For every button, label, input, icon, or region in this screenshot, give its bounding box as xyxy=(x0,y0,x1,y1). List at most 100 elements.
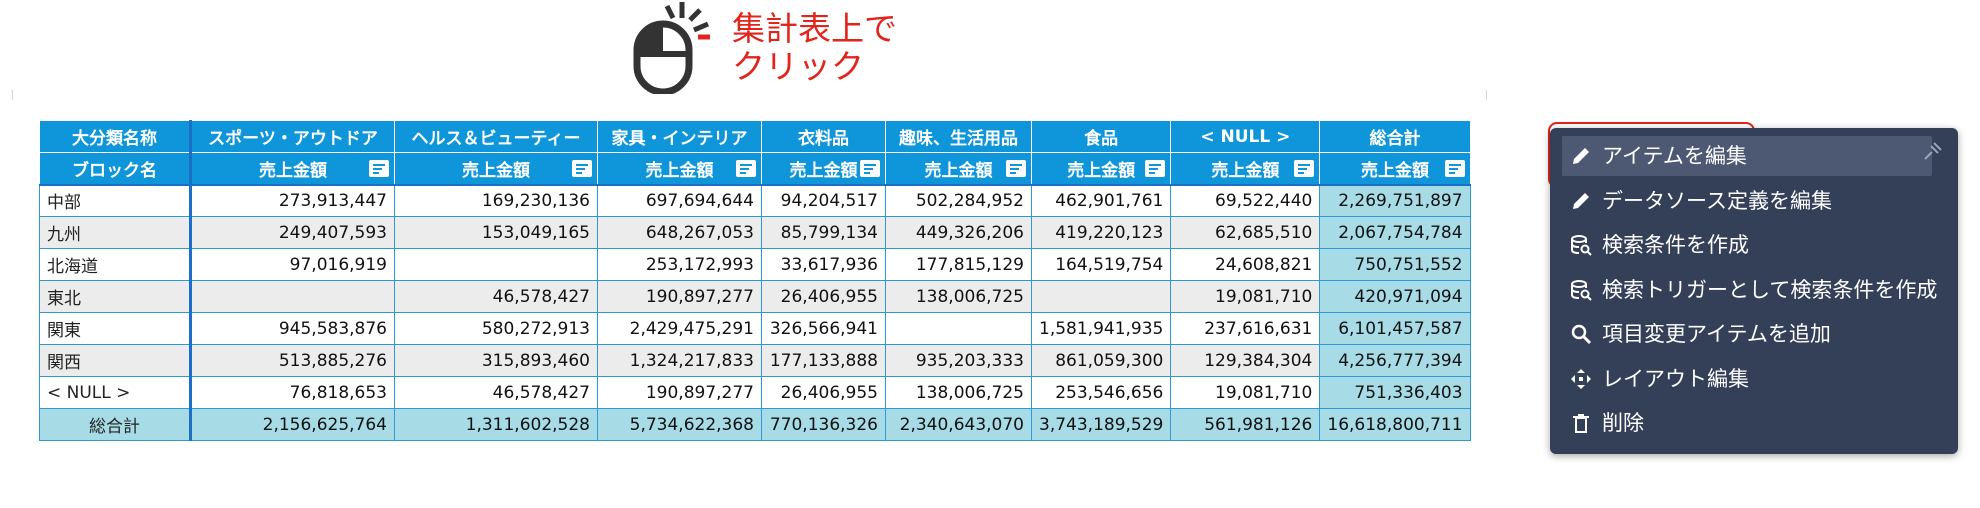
value-cell[interactable]: 153,049,165 xyxy=(394,216,598,249)
value-cell[interactable]: 253,546,656 xyxy=(1030,376,1172,409)
column-header[interactable]: 食品 xyxy=(1030,120,1172,153)
value-cell[interactable]: 502,284,952 xyxy=(885,184,1032,217)
menu-item[interactable]: アイテムを編集 xyxy=(1562,136,1932,176)
total-cell[interactable]: 16,618,800,711 xyxy=(1319,408,1471,441)
table-row[interactable]: 関東 945,583,876 580,272,913 2,429,475,291 326… xyxy=(39,312,1471,345)
measure-header[interactable]: 売上金額 xyxy=(761,152,886,186)
sort-icon[interactable] xyxy=(860,159,880,177)
value-cell[interactable]: 97,016,919 xyxy=(190,248,395,281)
value-cell[interactable]: 326,566,941 xyxy=(761,312,886,345)
value-cell[interactable]: 46,578,427 xyxy=(394,280,598,313)
value-cell[interactable]: 33,617,936 xyxy=(761,248,886,281)
value-cell[interactable]: 945,583,876 xyxy=(190,312,395,345)
measure-header[interactable]: 売上金額 xyxy=(394,152,598,186)
sort-icon[interactable] xyxy=(1444,159,1465,177)
value-cell[interactable]: 697,694,644 xyxy=(597,184,762,217)
value-cell[interactable]: 419,220,123 xyxy=(1030,216,1172,249)
value-cell[interactable]: 138,006,725 xyxy=(885,280,1032,313)
row-label[interactable]: 東北 xyxy=(39,280,192,313)
value-cell[interactable]: 2,429,475,291 xyxy=(597,312,762,345)
total-cell[interactable]: 6,101,457,587 xyxy=(1319,312,1471,345)
sort-icon[interactable] xyxy=(369,159,389,177)
value-cell[interactable]: 237,616,631 xyxy=(1170,312,1321,345)
value-cell[interactable]: 1,311,602,528 xyxy=(394,408,598,441)
sort-icon[interactable] xyxy=(736,159,756,177)
column-header[interactable]: 家具・インテリア xyxy=(597,120,762,153)
value-cell[interactable]: 935,203,333 xyxy=(885,344,1032,377)
row-label[interactable]: 九州 xyxy=(39,216,192,249)
value-cell[interactable]: 129,384,304 xyxy=(1170,344,1321,377)
value-cell[interactable]: 561,981,126 xyxy=(1170,408,1321,441)
measure-header[interactable]: 売上金額 xyxy=(1170,152,1321,186)
row-label[interactable]: 関西 xyxy=(39,344,192,377)
value-cell[interactable]: 3,743,189,529 xyxy=(1030,408,1172,441)
value-cell[interactable]: 249,407,593 xyxy=(190,216,395,249)
value-cell[interactable]: 94,204,517 xyxy=(761,184,886,217)
sort-icon[interactable] xyxy=(572,159,592,177)
value-cell[interactable]: 46,578,427 xyxy=(394,376,598,409)
value-cell[interactable] xyxy=(190,280,395,313)
row-label[interactable]: 関東 xyxy=(39,312,192,345)
value-cell[interactable] xyxy=(1030,280,1172,313)
column-header[interactable]: 趣味、生活用品 xyxy=(885,120,1032,153)
measure-header[interactable]: 売上金額 xyxy=(1319,152,1471,186)
value-cell[interactable]: 513,885,276 xyxy=(190,344,395,377)
total-cell[interactable]: 751,336,403 xyxy=(1319,376,1471,409)
value-cell[interactable]: 69,522,440 xyxy=(1170,184,1321,217)
measure-header[interactable]: 売上金額 xyxy=(1030,152,1172,186)
value-cell[interactable]: 861,059,300 xyxy=(1030,344,1172,377)
value-cell[interactable]: 76,818,653 xyxy=(190,376,395,409)
row-label[interactable]: 中部 xyxy=(39,184,192,217)
table-row[interactable]: 関西 513,885,276 315,893,460 1,324,217,833 177… xyxy=(39,344,1471,377)
total-cell[interactable]: 750,751,552 xyxy=(1319,248,1471,281)
value-cell[interactable]: 2,156,625,764 xyxy=(190,408,395,441)
measure-header[interactable]: 売上金額 xyxy=(190,152,395,186)
value-cell[interactable] xyxy=(394,248,598,281)
sort-icon[interactable] xyxy=(1006,159,1026,177)
value-cell[interactable]: 253,172,993 xyxy=(597,248,762,281)
value-cell[interactable]: 2,340,643,070 xyxy=(885,408,1032,441)
value-cell[interactable]: 5,734,622,368 xyxy=(597,408,762,441)
value-cell[interactable]: 26,406,955 xyxy=(761,376,886,409)
sort-icon[interactable] xyxy=(1294,159,1315,177)
value-cell[interactable]: 177,133,888 xyxy=(761,344,886,377)
value-cell[interactable]: 24,608,821 xyxy=(1170,248,1321,281)
value-cell[interactable]: 1,581,941,935 xyxy=(1030,312,1172,345)
total-cell[interactable]: 4,256,777,394 xyxy=(1319,344,1471,377)
pivot-table[interactable]: 大分類名称 スポーツ・アウトドア ヘルス＆ビューティー 家具・インテリア 衣料品… xyxy=(39,120,1471,441)
value-cell[interactable]: 190,897,277 xyxy=(597,376,762,409)
value-cell[interactable]: 62,685,510 xyxy=(1170,216,1321,249)
value-cell[interactable]: 315,893,460 xyxy=(394,344,598,377)
total-cell[interactable]: 420,971,094 xyxy=(1319,280,1471,313)
value-cell[interactable]: 190,897,277 xyxy=(597,280,762,313)
total-cell[interactable]: 2,269,751,897 xyxy=(1319,184,1471,217)
value-cell[interactable] xyxy=(885,312,1032,345)
total-cell[interactable]: 2,067,754,784 xyxy=(1319,216,1471,249)
value-cell[interactable]: 19,081,710 xyxy=(1170,280,1321,313)
column-header[interactable]: 衣料品 xyxy=(761,120,886,153)
grand-total-row[interactable]: 総合計 2,156,625,764 1,311,602,528 5,734,622,3… xyxy=(39,408,1471,441)
value-cell[interactable]: 26,406,955 xyxy=(761,280,886,313)
value-cell[interactable]: 580,272,913 xyxy=(394,312,598,345)
pin-icon[interactable] xyxy=(1922,140,1944,162)
row-label[interactable]: 総合計 xyxy=(39,408,192,441)
sort-icon[interactable] xyxy=(1145,159,1166,177)
value-cell[interactable]: 85,799,134 xyxy=(761,216,886,249)
value-cell[interactable]: 1,324,217,833 xyxy=(597,344,762,377)
table-row[interactable]: 東北 46,578,427 190,897,277 26,406,955 138,006… xyxy=(39,280,1471,313)
table-row[interactable]: < NULL >76,818,653 46,578,427 190,897,277 2… xyxy=(39,376,1471,409)
column-header[interactable]: 総合計 xyxy=(1319,120,1471,153)
value-cell[interactable]: 169,230,136 xyxy=(394,184,598,217)
value-cell[interactable]: 177,815,129 xyxy=(885,248,1032,281)
column-header[interactable]: ヘルス＆ビューティー xyxy=(394,120,598,153)
value-cell[interactable]: 648,267,053 xyxy=(597,216,762,249)
value-cell[interactable]: 138,006,725 xyxy=(885,376,1032,409)
value-cell[interactable]: 449,326,206 xyxy=(885,216,1032,249)
value-cell[interactable]: 273,913,447 xyxy=(190,184,395,217)
column-header[interactable]: スポーツ・アウトドア xyxy=(190,120,395,153)
table-row[interactable]: 九州 249,407,593 153,049,165 648,267,053 85,79… xyxy=(39,216,1471,249)
measure-header[interactable]: 売上金額 xyxy=(597,152,762,186)
row-label[interactable]: < NULL > xyxy=(39,376,192,409)
table-row[interactable]: 中部 273,913,447 169,230,136 697,694,644 94,20… xyxy=(39,184,1471,217)
column-header[interactable]: < NULL > xyxy=(1170,120,1321,153)
